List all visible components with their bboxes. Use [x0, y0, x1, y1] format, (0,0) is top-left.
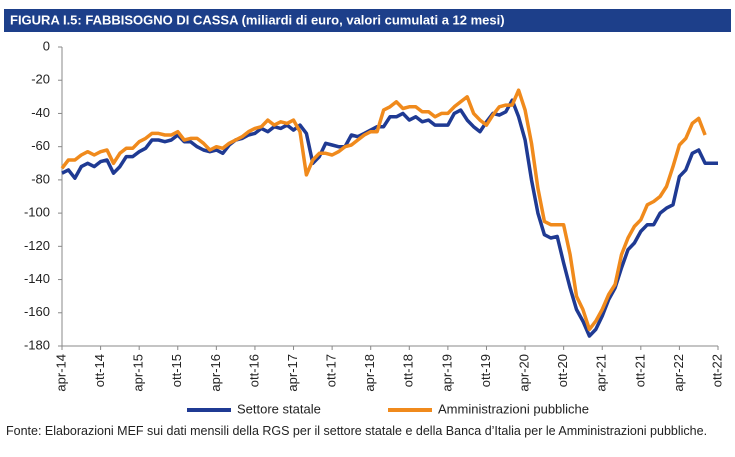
x-tick-label: ott-21	[632, 354, 647, 387]
x-tick-label: ott-14	[92, 354, 107, 387]
y-tick-label: -40	[31, 105, 50, 120]
x-tick-label: ott-18	[401, 354, 416, 387]
x-tick-label: apr-14	[53, 354, 68, 392]
legend-label: Settore statale	[237, 401, 321, 416]
y-tick-label: -80	[31, 171, 50, 186]
chart: FIGURA I.5: FABBISOGNO DI CASSA (miliard…	[4, 9, 731, 416]
x-tick-label: apr-21	[594, 354, 609, 392]
source-note: Fonte: Elaborazioni MEF sui dati mensili…	[6, 424, 708, 438]
x-tick-label: ott-22	[709, 354, 724, 387]
y-tick-label: -20	[31, 72, 50, 87]
x-tick-label: ott-16	[246, 354, 261, 387]
x-tick-label: apr-20	[516, 354, 531, 392]
x-tick-label: apr-19	[439, 354, 454, 392]
x-tick-label: apr-18	[362, 354, 377, 392]
y-tick-label: -160	[24, 304, 50, 319]
y-tick-label: -180	[24, 337, 50, 352]
x-tick-label: ott-20	[555, 354, 570, 387]
y-tick-label: -120	[24, 238, 50, 253]
y-tick-label: 0	[43, 38, 50, 53]
x-tick-label: apr-17	[285, 354, 300, 392]
x-tick-label: ott-15	[169, 354, 184, 387]
series-line	[61, 98, 718, 338]
chart-title: FIGURA I.5: FABBISOGNO DI CASSA (miliard…	[10, 12, 505, 27]
x-tick-label: apr-15	[131, 354, 146, 392]
y-tick-label: -100	[24, 205, 50, 220]
title-bar	[4, 9, 731, 32]
x-tick-label: ott-17	[324, 354, 339, 387]
series-line	[60, 88, 707, 332]
y-tick-label: -140	[24, 271, 50, 286]
x-tick-label: ott-19	[478, 354, 493, 387]
x-tick-label: apr-16	[208, 354, 223, 392]
x-tick-label: apr-22	[671, 354, 686, 392]
legend-label: Amministrazioni pubbliche	[438, 401, 589, 416]
y-tick-label: -60	[31, 138, 50, 153]
